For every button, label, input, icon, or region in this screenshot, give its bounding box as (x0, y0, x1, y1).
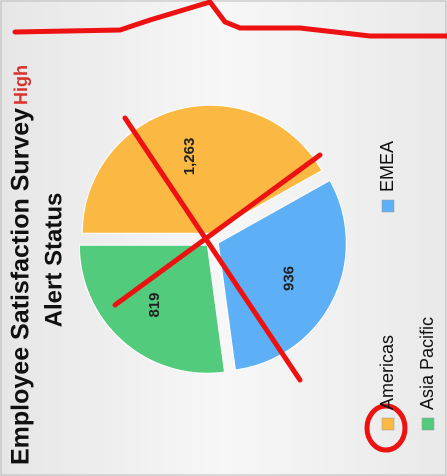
legend-label: Americas (377, 335, 397, 410)
pie-slice (78, 244, 226, 374)
legend-swatch (381, 417, 395, 431)
annotation-cross (112, 152, 323, 308)
data-label: 819 (146, 293, 163, 318)
annotation-cross (122, 115, 303, 383)
pie-slice (217, 179, 347, 371)
pie-slice (81, 104, 323, 234)
legend-swatch (381, 199, 395, 213)
annotations (12, 0, 447, 453)
pie: 1,263 936 819 (78, 104, 347, 374)
legend-label: EMEA (377, 141, 397, 192)
chart-title: Employee Satisfaction Survey (7, 108, 35, 465)
annotation-wave (12, 0, 447, 39)
chart-subtitle: Alert Status (40, 193, 67, 328)
legend-swatch (421, 417, 435, 431)
legend-label: Asia Pacific (417, 317, 437, 410)
status-label: High (11, 65, 31, 105)
annotation-circle (364, 403, 408, 453)
data-label: 1,263 (181, 138, 198, 176)
data-label: 936 (280, 266, 297, 291)
